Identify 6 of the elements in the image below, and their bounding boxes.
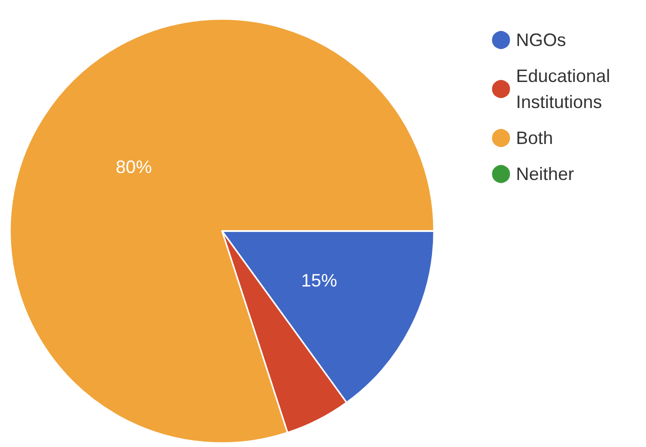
legend-label: Both — [516, 128, 554, 148]
data-label: 80% — [116, 156, 152, 177]
data-label: 15% — [301, 270, 338, 290]
legend-label: NGOs — [516, 30, 566, 50]
legend-label: Neither — [516, 164, 574, 184]
legend-label: Educational Institutions — [516, 66, 616, 112]
